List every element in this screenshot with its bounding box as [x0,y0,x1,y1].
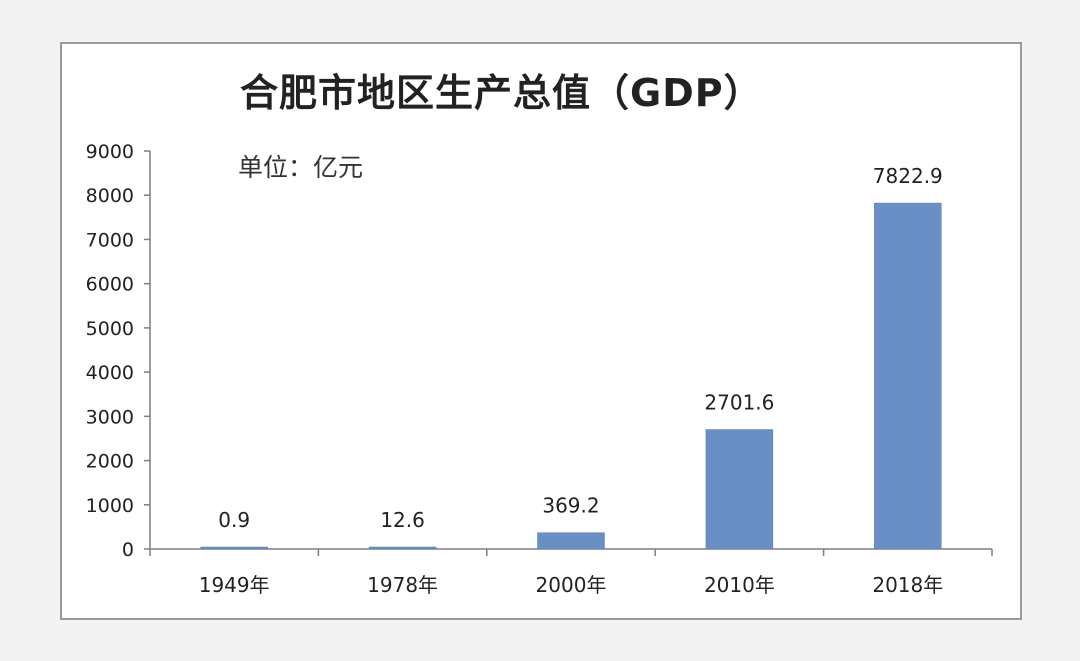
x-tick-label: 1949年 [199,573,270,597]
bar [368,546,437,550]
y-tick-label: 3000 [86,406,134,428]
bar [200,546,268,550]
labels: 0 1000 2000 3000 4000 5000 6000 7000 8000 9000 0.9… [86,141,944,597]
y-tick-label: 0 [122,539,134,561]
bar [874,202,942,550]
y-tick-label: 9000 [86,141,134,163]
chart-title: 合肥市地区生产总值（GDP） [240,71,763,115]
data-label: 369.2 [542,494,599,518]
x-tick-label: 1978年 [367,573,438,597]
bar [537,532,605,550]
data-label: 0.9 [218,508,250,532]
x-tick-label: 2000年 [536,573,607,597]
x-tick-label: 2018年 [872,573,943,597]
y-tick-label: 6000 [86,274,134,296]
unit-label: 单位：亿元 [238,153,364,182]
y-tick-label: 8000 [86,185,134,207]
x-tick-label: 2010年 [704,573,775,597]
data-label: 2701.6 [704,391,774,415]
y-tick-label: 4000 [86,362,134,384]
y-tick-label: 1000 [86,495,134,517]
y-tick-label: 5000 [86,318,134,340]
bars [200,202,942,550]
y-tick-label: 7000 [86,229,134,251]
y-tick-label: 2000 [86,451,134,473]
chart-frame [60,42,1022,620]
data-label: 12.6 [380,508,425,532]
data-label: 7822.9 [873,164,943,188]
bar [705,429,774,550]
